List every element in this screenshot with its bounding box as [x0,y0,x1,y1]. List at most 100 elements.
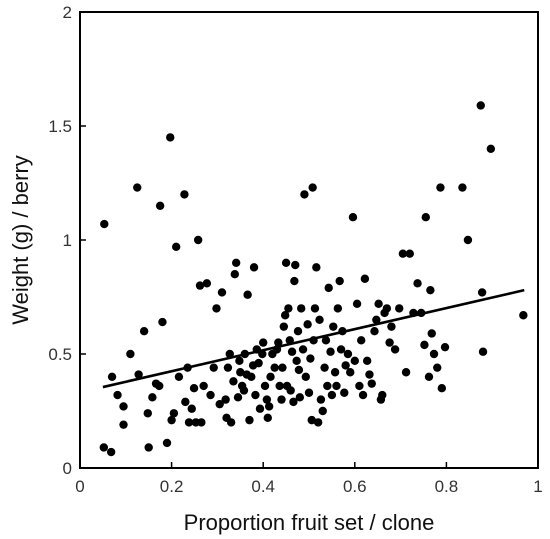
x-tick-label: 0.2 [160,477,184,496]
data-point [320,363,329,372]
data-point [247,372,256,381]
data-point [184,418,194,427]
data-point [162,438,172,448]
data-point [155,201,165,210]
data-point [229,377,238,386]
data-point [226,418,236,427]
data-point [294,365,304,375]
data-point [263,413,272,423]
data-point [166,133,175,142]
data-point [289,397,298,407]
data-point [231,258,241,267]
data-point [155,381,164,391]
data-point [477,288,487,297]
data-point [336,345,346,354]
data-point [300,190,309,199]
data-point [233,393,243,402]
data-point [360,274,370,283]
data-point [189,384,199,393]
data-point [335,276,344,286]
data-point [370,327,379,336]
data-point [321,336,331,345]
data-point [187,404,196,413]
data-point [277,395,286,404]
data-point [180,190,189,199]
data-point [421,213,430,222]
data-point [315,315,324,324]
data-point [367,379,376,388]
data-point [440,342,450,352]
data-point [221,395,230,404]
data-point [382,304,392,313]
data-point [181,397,190,407]
data-point [420,340,429,350]
data-point [308,183,317,192]
data-point [341,361,350,370]
data-point [476,101,485,110]
data-point [148,393,157,402]
data-point [478,347,488,356]
data-point [275,381,284,391]
data-point [405,249,414,258]
data-point [158,317,167,327]
data-point [119,420,128,429]
data-point [327,390,337,400]
data-point [312,263,321,272]
data-point [230,270,240,279]
data-point [174,372,184,381]
data-point [395,304,404,313]
data-point [352,299,362,309]
y-tick-label: 1.5 [48,117,72,136]
trend-line [102,288,525,389]
data-point [113,390,122,400]
data-point [333,304,343,313]
data-point [199,381,208,391]
data-point [195,281,205,290]
data-point [365,370,374,379]
data-point [236,368,245,377]
data-point [235,356,244,366]
data-point [298,345,308,354]
data-point [245,415,254,425]
data-point [362,356,372,366]
x-axis-ticks: 0 0.2 0.4 0.6 0.8 1 [75,462,543,496]
data-point [374,299,383,309]
data-point [348,213,358,222]
data-point [243,290,252,299]
data-point [346,368,355,377]
data-point [139,327,149,336]
data-point [378,390,387,400]
data-points [99,101,528,457]
data-point [223,363,233,372]
data-point [313,418,323,427]
data-point [281,258,291,267]
data-point [316,395,326,404]
x-tick-label: 0.8 [435,477,459,496]
data-point [307,415,316,425]
data-point [306,354,315,363]
data-point [217,288,227,297]
data-point [424,372,434,381]
x-tick-label: 0.6 [343,477,367,496]
data-point [358,390,368,400]
data-point [279,322,289,331]
data-point [295,393,305,402]
data-point [297,304,306,313]
y-axis-label: Weight (g) / berry [8,155,33,325]
data-point [259,338,268,347]
data-point [197,418,206,427]
y-axis-ticks: 0 0.5 1 1.5 2 [48,3,86,478]
data-point [193,235,203,245]
data-point [106,447,116,457]
data-point [255,404,265,413]
data-point [340,388,349,397]
y-tick-label: 0 [63,459,72,478]
data-point [270,363,279,372]
data-point [287,347,297,356]
data-point [100,219,109,229]
data-point [143,409,152,418]
data-point [107,372,117,381]
data-point [249,263,259,272]
data-point [310,304,320,313]
data-point [330,368,340,377]
